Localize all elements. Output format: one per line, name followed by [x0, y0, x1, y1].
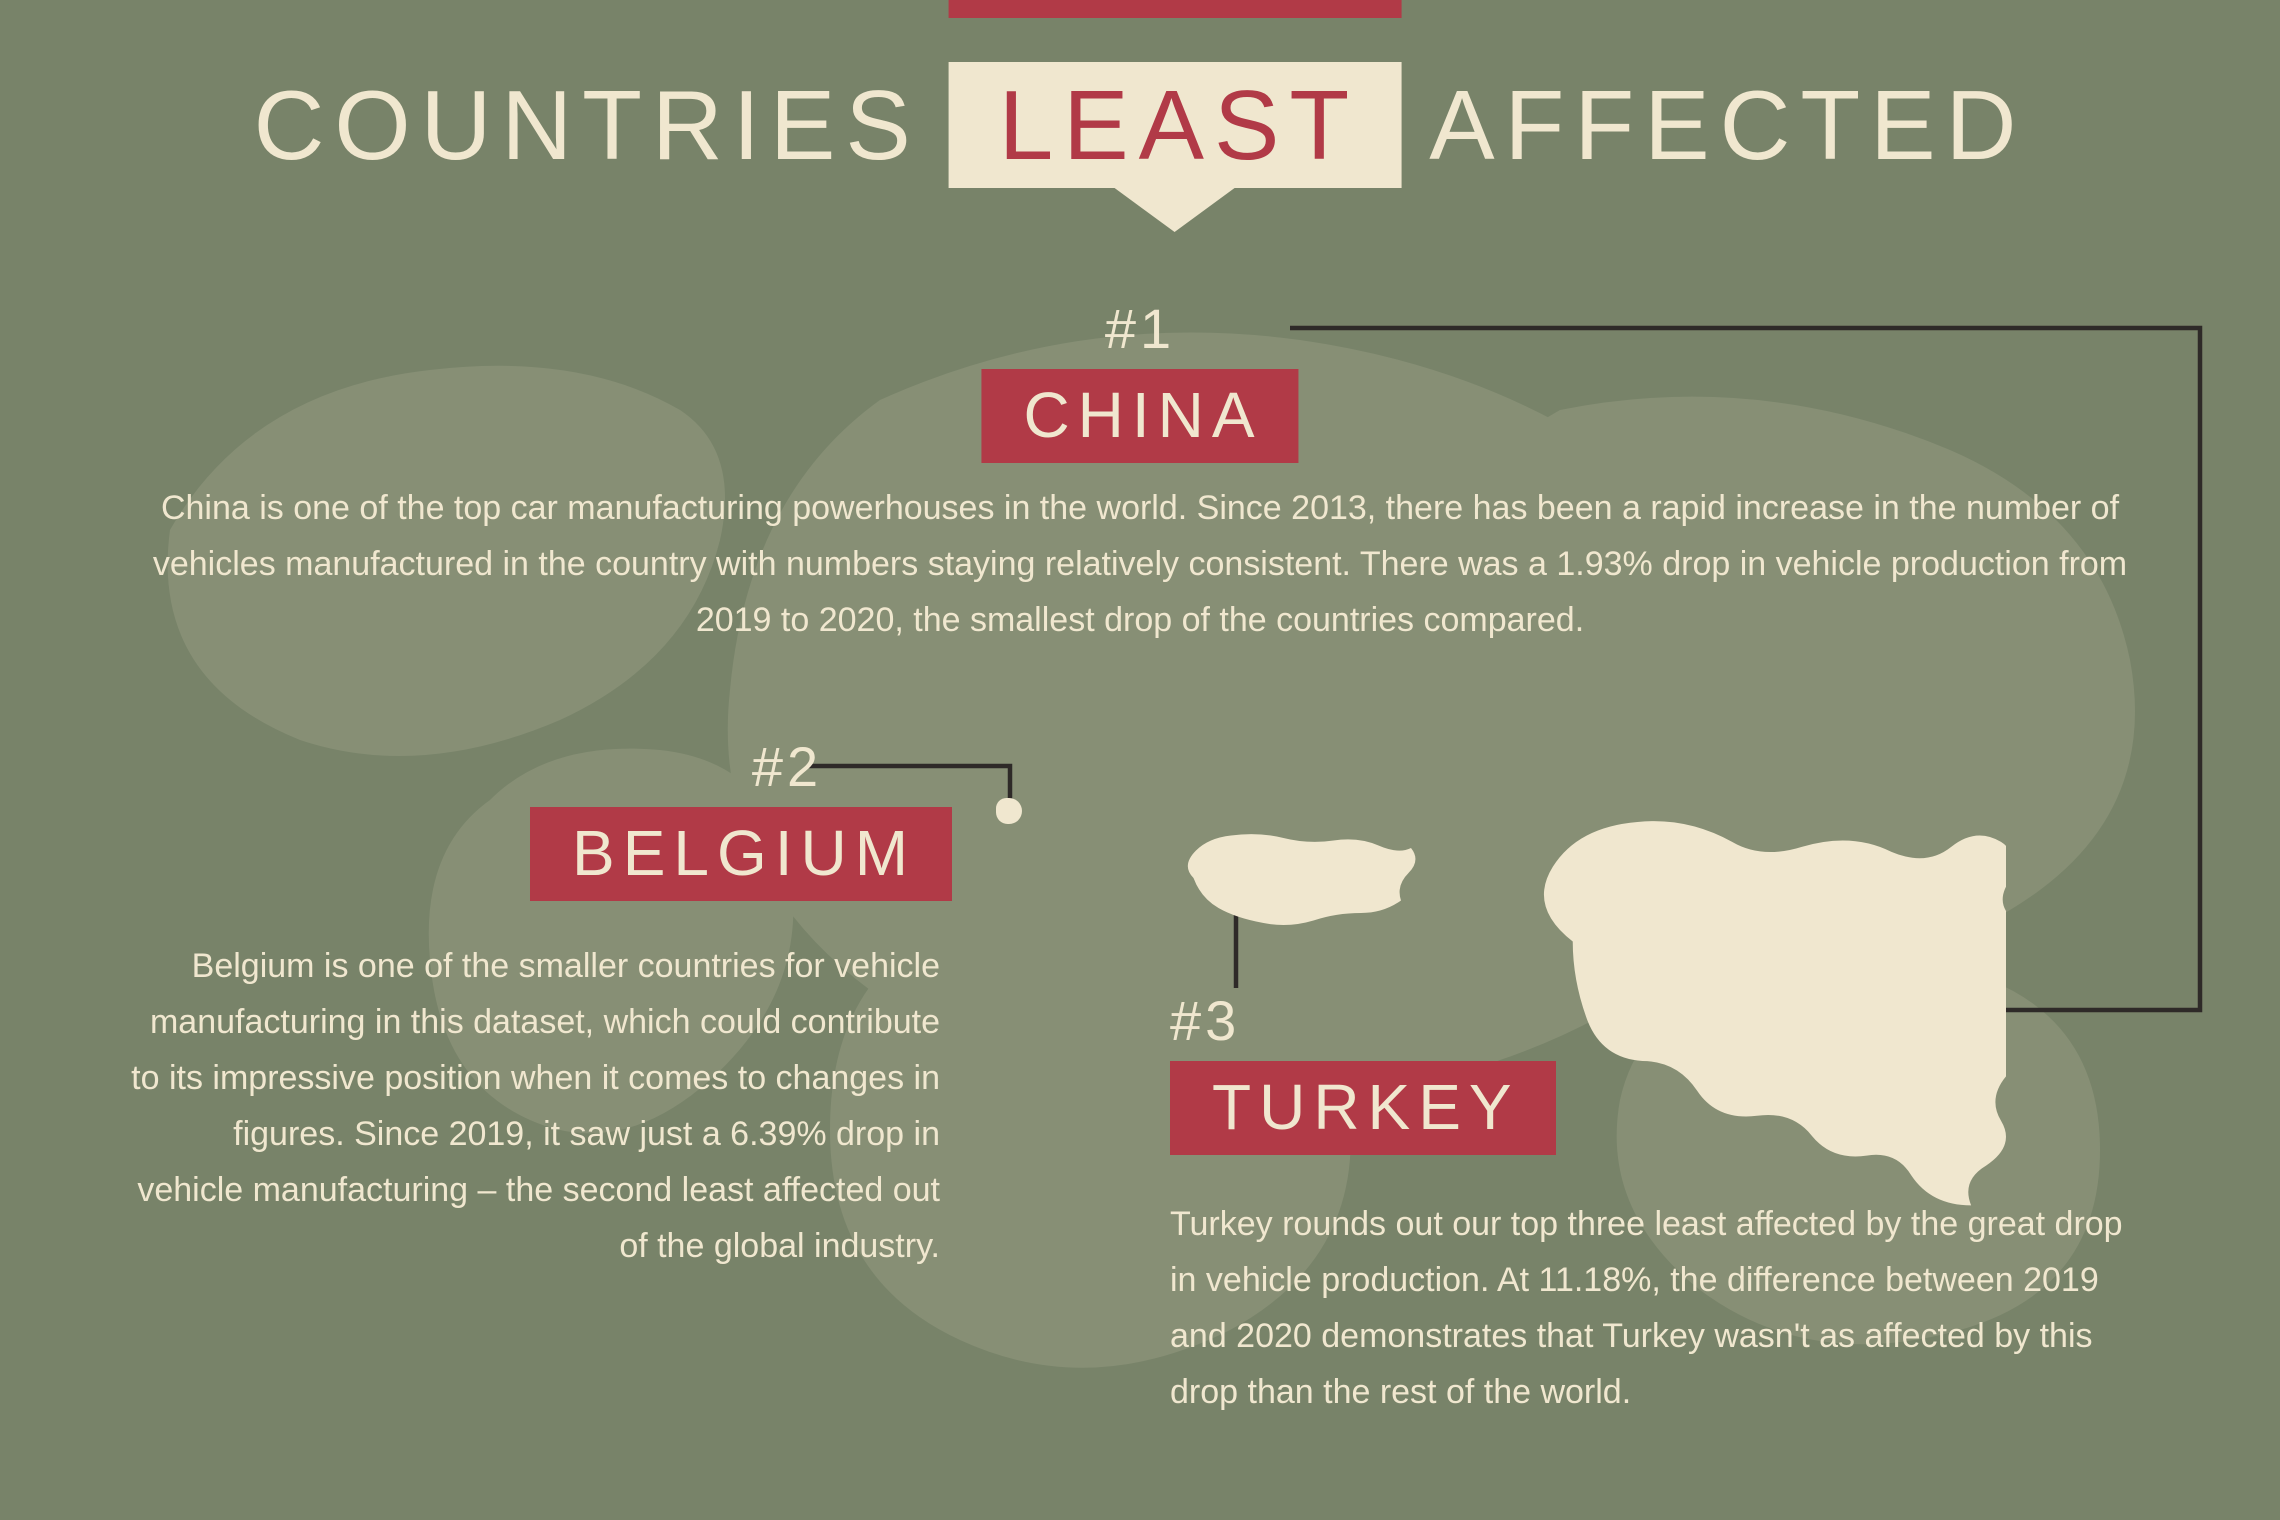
- badge-china: CHINA: [981, 369, 1298, 463]
- rank-belgium: #2: [622, 734, 952, 799]
- badge-belgium: BELGIUM: [530, 807, 952, 901]
- belgium-silhouette: [996, 798, 1022, 824]
- country-china: #1 CHINA: [981, 296, 1298, 463]
- title-highlight: LEAST: [949, 62, 1401, 188]
- page-title: COUNTRIES LEAST AFFECTED: [254, 62, 2027, 188]
- rank-china: #1: [981, 296, 1298, 361]
- badge-turkey: TURKEY: [1170, 1061, 1556, 1155]
- title-word-1: COUNTRIES: [254, 69, 921, 182]
- title-word-2: AFFECTED: [1429, 69, 2026, 182]
- rank-turkey: #3: [1170, 988, 1556, 1053]
- china-silhouette: [1508, 812, 2006, 1210]
- turkey-silhouette: [1176, 828, 1426, 941]
- country-belgium: #2 BELGIUM: [530, 734, 952, 901]
- desc-belgium: Belgium is one of the smaller countries …: [120, 938, 940, 1275]
- desc-china: China is one of the top car manufacturin…: [130, 480, 2150, 648]
- desc-turkey: Turkey rounds out our top three least af…: [1170, 1196, 2152, 1420]
- title-badge: LEAST: [949, 62, 1401, 188]
- country-turkey: #3 TURKEY: [1170, 988, 1556, 1155]
